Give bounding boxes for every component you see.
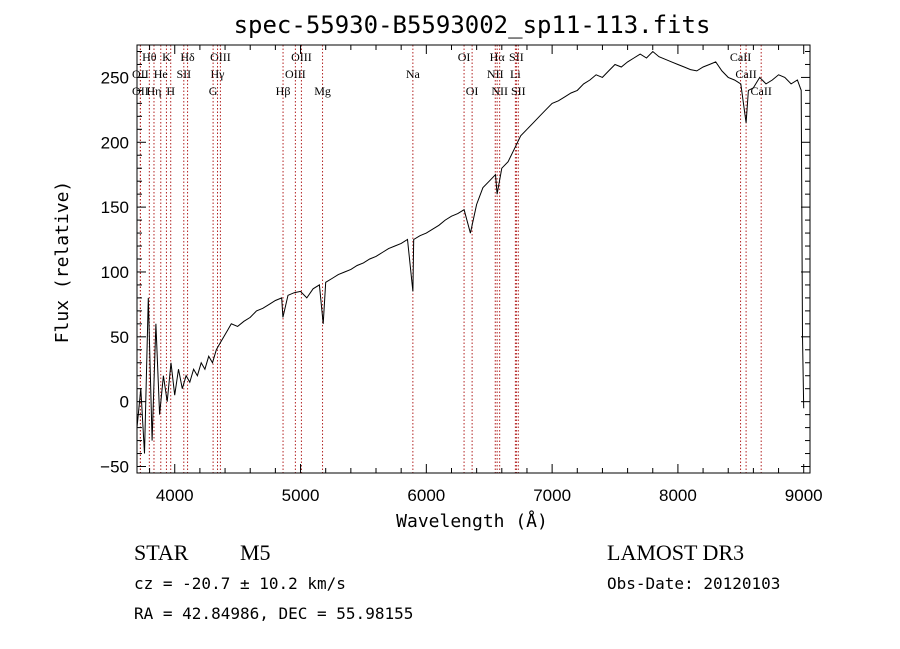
spectral-line-label: NII [491,84,508,98]
spectral-line-label: K [162,50,171,64]
spectral-line-label: H [166,84,175,98]
object-subclass: M5 [240,540,271,565]
spectral-line-label: Hα [490,50,506,64]
chart-title: spec-55930-B5593002_sp11-113.fits [234,11,711,39]
y-axis-label: Flux (relative) [52,181,73,344]
spectral-line-label: SII [509,50,524,64]
x-tick-label: 5000 [282,486,320,505]
spectral-line-label: G [209,84,218,98]
x-axis-label: Wavelength (Å) [396,510,548,532]
spectral-line-label: Na [406,67,421,81]
plot-frame [136,44,811,474]
spectral-line-label: OI [466,84,479,98]
spectral-line-label: Hη [147,84,162,98]
object-type: STAR [134,540,189,565]
coordinates: RA = 42.84986, DEC = 55.98155 [134,604,414,623]
y-axis-ticks: −50 0 50 100 150 200 250 [100,50,810,477]
y-tick-label: −50 [100,458,129,477]
flux-series-line [136,50,805,454]
y-tick-label: 200 [101,133,129,152]
spectral-line-label: Hδ [180,50,195,64]
spectral-line-label: OI [458,50,471,64]
x-tick-label: 9000 [785,486,823,505]
spectral-line-label: Li [510,67,521,81]
y-tick-label: 50 [110,328,129,347]
y-tick-label: 250 [101,68,129,87]
redshift-cz: cz = -20.7 ± 10.2 km/s [134,574,346,593]
spectral-line-label: OII [132,84,149,98]
x-tick-label: 4000 [156,486,194,505]
x-tick-label: 6000 [407,486,445,505]
observation-date: Obs-Date: 20120103 [607,574,781,593]
spectral-line-label: Mg [314,84,331,98]
spectral-line-label: CaII [730,50,751,64]
survey-name: LAMOST DR3 [607,540,745,565]
spectral-line-label: OIII [285,67,306,81]
spectral-line-label: Hθ [142,50,157,64]
spectral-line-label: NII [487,67,504,81]
spectral-line-label: CaII [735,67,756,81]
spectral-line-label: Hγ [211,67,226,81]
spectral-line-label: Hβ [276,84,291,98]
spectral-line-label: CaII [751,84,772,98]
x-axis-ticks: 4000 5000 6000 7000 8000 9000 [149,45,823,505]
x-tick-label: 7000 [533,486,571,505]
spectral-line-label: SII [176,67,191,81]
spectral-line-label: OIII [291,50,312,64]
y-tick-label: 100 [101,263,129,282]
spectral-line-label: He [154,67,168,81]
y-tick-label: 150 [101,198,129,217]
spectral-line-label: OIII [210,50,231,64]
x-tick-label: 8000 [659,486,697,505]
spectral-line-label: SII [511,84,526,98]
y-tick-label: 0 [120,393,129,412]
